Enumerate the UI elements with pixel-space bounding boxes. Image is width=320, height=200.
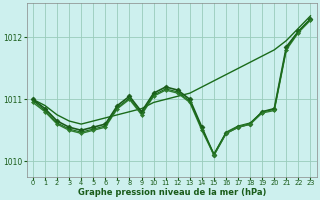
X-axis label: Graphe pression niveau de la mer (hPa): Graphe pression niveau de la mer (hPa) [77, 188, 266, 197]
